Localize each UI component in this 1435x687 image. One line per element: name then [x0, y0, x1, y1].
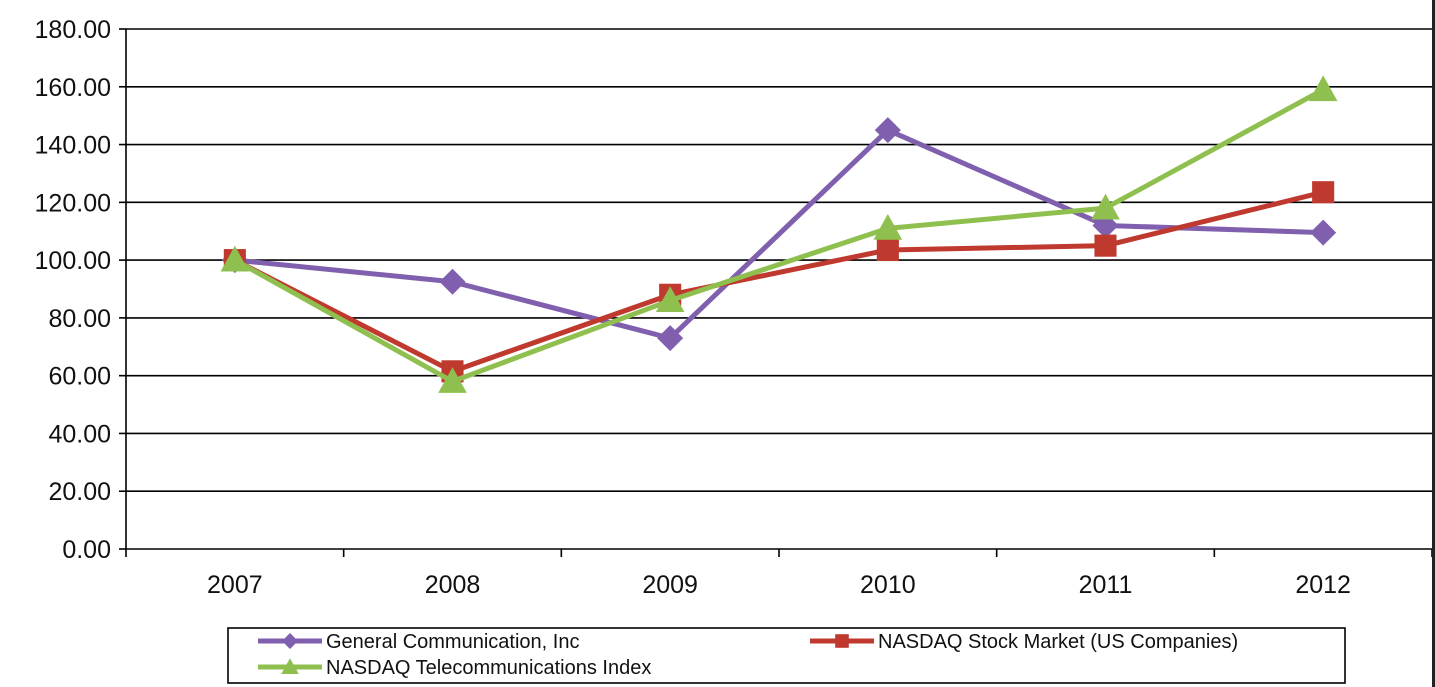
data-point — [876, 238, 899, 262]
data-point — [439, 268, 466, 295]
x-tick-label: 2008 — [425, 571, 481, 599]
legend-label: General Communication, Inc — [326, 631, 579, 653]
data-point — [1094, 234, 1117, 257]
data-point — [655, 286, 685, 312]
x-tick-label: 2010 — [860, 571, 916, 599]
data-point — [835, 634, 849, 648]
data-point — [657, 325, 684, 352]
data-point — [282, 633, 298, 649]
data-point — [1308, 75, 1338, 102]
series-1 — [221, 117, 1337, 352]
data-point — [1091, 193, 1120, 220]
series-2 — [223, 181, 1335, 383]
legend-box — [227, 627, 1346, 684]
y-tick-label: 80.00 — [48, 305, 111, 333]
series-line — [233, 189, 1324, 374]
data-point — [281, 658, 299, 675]
data-point — [220, 245, 250, 272]
legend-item: NASDAQ Telecommunications Index — [258, 657, 651, 679]
y-tick-label: 60.00 — [48, 363, 111, 391]
gridlines — [126, 28, 1432, 493]
series-line — [233, 87, 1325, 384]
series-3 — [220, 75, 1338, 393]
data-point — [1310, 219, 1337, 246]
y-tick-label: 40.00 — [48, 420, 111, 448]
series-line — [234, 127, 1324, 341]
legend-item: General Communication, Inc — [258, 631, 579, 653]
legend-item: NASDAQ Stock Market (US Companies) — [810, 631, 1238, 653]
legend: General Communication, Inc NASDAQ Stock M… — [227, 627, 1346, 684]
legend-label: NASDAQ Telecommunications Index — [326, 657, 651, 679]
legend-label: NASDAQ Stock Market (US Companies) — [878, 631, 1238, 653]
data-point — [873, 214, 903, 240]
y-tick-label: 100.00 — [35, 247, 111, 275]
y-tick-label: 160.00 — [35, 74, 111, 102]
data-point — [874, 117, 901, 144]
x-tick-label: 2007 — [207, 571, 263, 599]
y-tick-label: 20.00 — [48, 478, 111, 506]
x-tick-label: 2011 — [1079, 571, 1133, 599]
data-point — [438, 367, 467, 393]
x-tick-label: 2009 — [642, 571, 698, 599]
y-tick-label: 0.00 — [62, 536, 111, 564]
data-point — [1312, 181, 1335, 204]
y-tick-label: 180.00 — [35, 16, 111, 44]
x-tick-label: 2012 — [1295, 571, 1351, 599]
y-tick-label: 120.00 — [35, 189, 111, 217]
y-tick-label: 140.00 — [35, 132, 111, 160]
y-axis-ticks: 0.00 20.00 40.00 60.00 80.00 100.00 120.00 140.… — [35, 16, 126, 564]
x-axis-ticks: 2007 2008 2009 2010 2011 2012 — [125, 549, 1432, 599]
